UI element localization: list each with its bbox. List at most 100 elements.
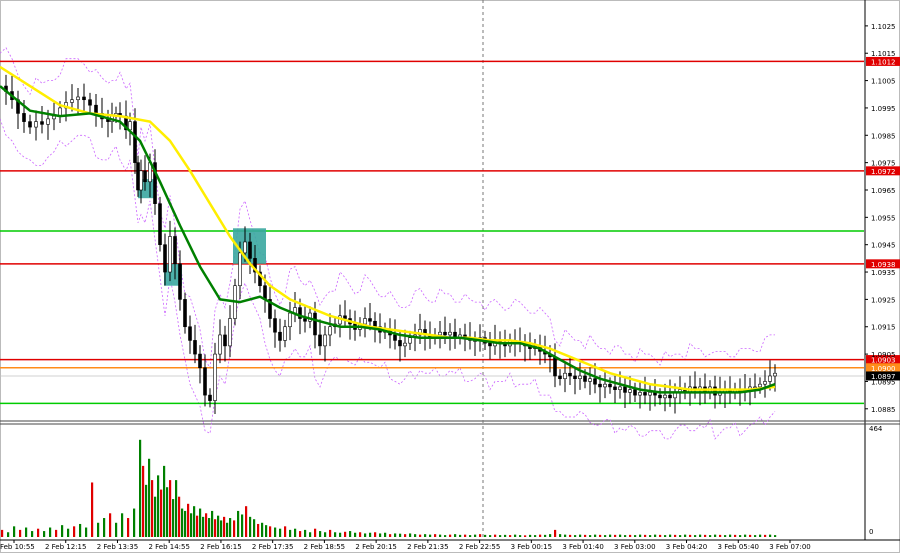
moving-averages bbox=[0, 65, 776, 394]
volume-bar bbox=[509, 535, 512, 537]
candle-body bbox=[94, 104, 98, 114]
volume-bar bbox=[279, 528, 282, 537]
volume-bar bbox=[274, 527, 277, 537]
volume-bar bbox=[629, 534, 632, 537]
volume-bar bbox=[669, 534, 672, 537]
volume-bar bbox=[163, 465, 166, 537]
volume-bar bbox=[519, 535, 522, 537]
candle-body bbox=[183, 299, 187, 328]
volume-bar bbox=[193, 506, 196, 537]
price-tick-label: 1.1015 bbox=[871, 50, 896, 58]
candle-body bbox=[603, 383, 607, 388]
candle-body bbox=[88, 99, 92, 106]
volume-bar bbox=[145, 484, 148, 537]
volume-bar bbox=[220, 520, 223, 537]
candle-body bbox=[618, 386, 622, 390]
volume-bar bbox=[399, 533, 402, 537]
candle-body bbox=[568, 372, 572, 377]
volume-bar bbox=[175, 480, 178, 537]
current-price-label: 1.0897 bbox=[871, 373, 896, 381]
candle-body bbox=[438, 331, 442, 336]
volume-min-label: 0 bbox=[869, 528, 873, 536]
price-axis: 1.10251.10151.10051.09951.09851.09751.09… bbox=[865, 23, 896, 536]
volume-bar bbox=[734, 534, 737, 537]
volume-bar bbox=[529, 534, 532, 537]
volume-bar bbox=[97, 522, 100, 537]
candle-body bbox=[298, 307, 302, 319]
volume-bar bbox=[464, 534, 467, 537]
volume-bar bbox=[319, 531, 322, 537]
candle-body bbox=[76, 96, 80, 101]
candle-body bbox=[588, 378, 592, 382]
volume-bar bbox=[649, 535, 652, 537]
volume-bar bbox=[233, 520, 236, 537]
time-tick-label: 2 Feb 18:55 bbox=[304, 543, 345, 551]
volume-bar bbox=[73, 526, 76, 537]
volume-bar bbox=[178, 496, 181, 537]
volume-bar bbox=[25, 527, 28, 537]
volume-bar bbox=[614, 534, 617, 537]
volume-bar bbox=[79, 523, 82, 537]
volume-bar bbox=[67, 528, 70, 537]
volume-bar bbox=[499, 535, 502, 537]
candle-body bbox=[323, 334, 327, 347]
volume-bar bbox=[459, 534, 462, 537]
candle-body bbox=[628, 389, 632, 393]
volume-bar bbox=[121, 513, 124, 537]
candle-body bbox=[763, 381, 767, 385]
volume-bar bbox=[539, 534, 542, 537]
volume-bar bbox=[719, 534, 722, 537]
candle-body bbox=[658, 394, 662, 399]
level-label: 1.1012 bbox=[871, 58, 896, 66]
volume-bar bbox=[764, 534, 767, 537]
candle-body bbox=[598, 383, 602, 388]
time-tick-label: 2 Feb 22:55 bbox=[459, 543, 500, 551]
candle-body bbox=[258, 271, 262, 287]
volume-bar bbox=[133, 508, 136, 537]
time-tick-label: 3 Feb 00:15 bbox=[511, 543, 552, 551]
candle-body bbox=[173, 236, 177, 265]
candle-body bbox=[288, 312, 292, 328]
volume-bar bbox=[299, 531, 302, 537]
price-tick-label: 1.0925 bbox=[871, 296, 896, 304]
volume-bar bbox=[774, 535, 777, 537]
candle-body bbox=[263, 285, 267, 300]
volume-bar bbox=[166, 487, 169, 537]
candle-body bbox=[363, 318, 367, 325]
price-tick-label: 1.0915 bbox=[871, 324, 896, 332]
volume-bar bbox=[329, 529, 332, 537]
level-label-box bbox=[866, 355, 900, 365]
volume-bar bbox=[474, 534, 477, 537]
volume-bar bbox=[354, 532, 357, 537]
volume-bar bbox=[664, 535, 667, 537]
candle-body bbox=[368, 318, 372, 322]
time-tick-label: 2 Feb 21:35 bbox=[407, 543, 448, 551]
candle-body bbox=[34, 121, 38, 128]
level-label: 1.0900 bbox=[871, 365, 896, 373]
volume-bar bbox=[324, 532, 327, 537]
candle-body bbox=[448, 331, 452, 336]
volume-bar bbox=[294, 528, 297, 537]
volume-bar bbox=[339, 532, 342, 537]
volume-bar bbox=[404, 534, 407, 537]
volume-bar bbox=[157, 475, 160, 537]
volume-bar bbox=[223, 516, 226, 537]
candle-body bbox=[228, 318, 232, 347]
candle-body bbox=[158, 203, 162, 245]
volume-bar bbox=[151, 480, 154, 537]
volume-bar bbox=[142, 465, 145, 537]
volume-bar bbox=[169, 480, 172, 537]
volume-bar bbox=[624, 535, 627, 537]
volume-bar bbox=[217, 515, 220, 537]
volume-bar bbox=[384, 532, 387, 537]
volume-bar bbox=[644, 534, 647, 537]
candle-body bbox=[208, 394, 212, 401]
time-tick-label: 3 Feb 03:00 bbox=[614, 543, 655, 551]
volume-bar bbox=[211, 510, 214, 537]
volume-bar bbox=[534, 535, 537, 537]
volume-bar bbox=[599, 534, 602, 537]
volume-bar bbox=[7, 532, 10, 537]
candle-body bbox=[373, 320, 377, 328]
